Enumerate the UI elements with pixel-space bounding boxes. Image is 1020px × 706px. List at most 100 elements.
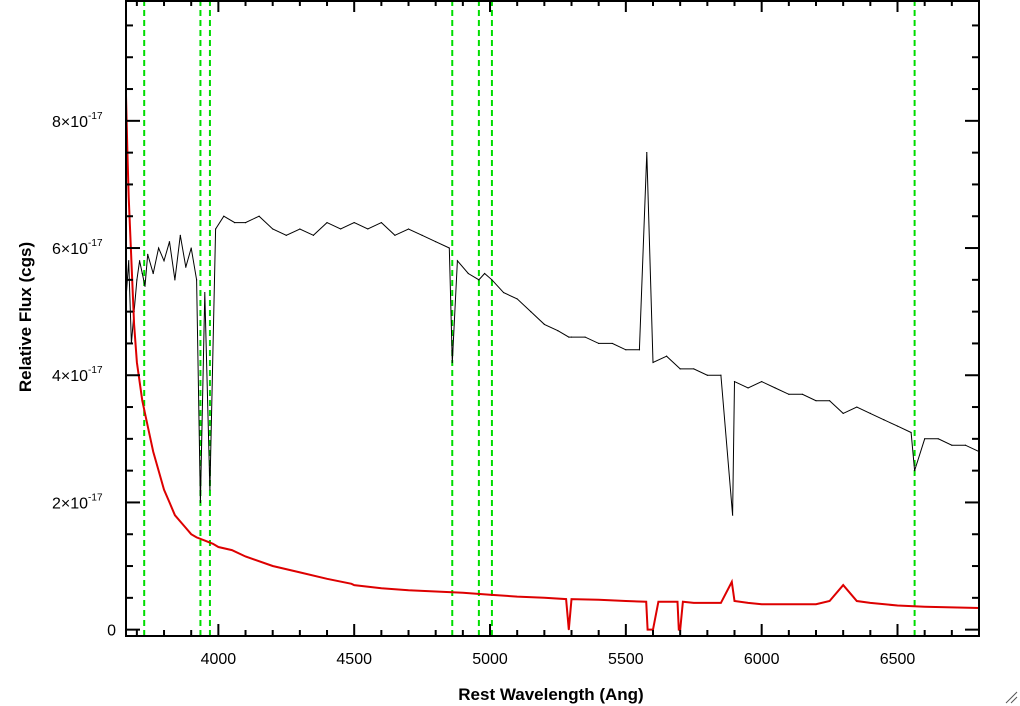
data-point <box>128 196 130 198</box>
data-point <box>678 629 680 631</box>
data-point <box>491 279 493 281</box>
data-point <box>598 342 600 345</box>
data-point <box>924 606 926 608</box>
data-point <box>611 342 613 345</box>
reference-lines-group <box>143 0 916 636</box>
data-point <box>557 330 559 332</box>
data-point <box>212 543 214 545</box>
data-point <box>174 279 176 281</box>
y-tick-label: 2×10-17 <box>52 492 103 512</box>
data-point <box>645 601 647 603</box>
data-point <box>258 215 260 217</box>
data-point <box>828 400 831 402</box>
y-tick-label: 4×10-17 <box>52 365 103 385</box>
data-point <box>706 374 708 376</box>
data-point <box>733 381 736 383</box>
data-point <box>720 602 722 604</box>
data-point <box>747 602 749 604</box>
data-point <box>138 260 141 262</box>
data-point <box>774 387 776 389</box>
data-point <box>234 222 236 224</box>
data-point <box>570 336 573 338</box>
data-point <box>856 406 858 408</box>
data-point <box>168 501 171 504</box>
data-point <box>168 241 171 243</box>
data-point <box>828 600 831 602</box>
data-point <box>565 598 567 600</box>
x-tick-label: 5500 <box>608 651 644 668</box>
data-point <box>896 425 899 427</box>
data-point <box>483 272 486 275</box>
data-point <box>815 400 817 402</box>
data-point <box>272 228 274 230</box>
data-point <box>951 606 953 608</box>
data-point <box>516 595 518 598</box>
y-axis-title: Relative Flux (cgs) <box>16 242 35 392</box>
data-point <box>598 599 600 601</box>
x-tick-label: 5000 <box>472 651 508 668</box>
data-point <box>435 241 437 243</box>
data-point <box>570 598 573 600</box>
data-point <box>223 215 225 217</box>
ticks-group: 4000 4500 5000 5500 6000 6500 0 2×10-17 4×10-17 6… <box>52 0 980 668</box>
data-point <box>883 419 885 421</box>
series-line-1 <box>125 95 980 631</box>
data-point <box>910 431 912 434</box>
data-point <box>204 540 206 542</box>
data-point <box>179 520 181 523</box>
data-point <box>407 589 410 591</box>
data-point <box>856 600 858 602</box>
data-point <box>244 222 247 224</box>
data-point <box>665 355 668 357</box>
data-point <box>244 555 247 558</box>
x-axis-title: Rest Wavelength (Ang) <box>458 685 643 704</box>
data-point <box>693 368 695 370</box>
data-point <box>732 514 734 516</box>
data-point <box>152 450 154 453</box>
data-point <box>815 603 817 605</box>
data-point <box>543 597 545 599</box>
data-point <box>676 601 679 603</box>
series-group <box>125 94 980 631</box>
data-point <box>467 272 469 275</box>
data-point <box>231 549 233 551</box>
resize-grip-icon[interactable] <box>1004 690 1018 704</box>
data-point <box>788 603 790 605</box>
data-point <box>272 565 274 567</box>
data-point <box>340 228 342 230</box>
data-point <box>682 601 684 603</box>
data-point <box>152 272 154 275</box>
data-point <box>163 489 165 491</box>
data-point <box>285 234 287 236</box>
data-point <box>133 323 135 325</box>
data-point <box>299 228 301 230</box>
data-point <box>951 444 953 446</box>
data-point <box>478 279 480 281</box>
data-point <box>350 583 353 585</box>
data-point <box>914 470 916 472</box>
data-point <box>516 298 518 300</box>
data-point <box>530 311 532 313</box>
data-point <box>215 228 217 230</box>
data-point <box>638 349 641 351</box>
x-tick-label: 6500 <box>880 651 916 668</box>
data-point <box>869 602 871 604</box>
data-point <box>646 629 649 631</box>
data-point <box>543 323 545 325</box>
data-point <box>625 349 627 351</box>
data-point <box>380 222 382 224</box>
data-point <box>196 279 198 281</box>
series-line-0 <box>125 152 980 516</box>
y-tick-label: 8×10-17 <box>52 111 103 131</box>
data-point <box>157 247 160 249</box>
data-point <box>842 584 844 586</box>
data-point <box>448 247 450 249</box>
data-point <box>733 600 736 602</box>
data-point <box>761 603 763 605</box>
data-point <box>625 600 627 602</box>
data-point <box>679 629 681 631</box>
y-tick-label: 6×10-17 <box>52 238 103 258</box>
data-point <box>451 361 453 364</box>
data-point <box>141 272 143 275</box>
data-point <box>147 253 149 255</box>
